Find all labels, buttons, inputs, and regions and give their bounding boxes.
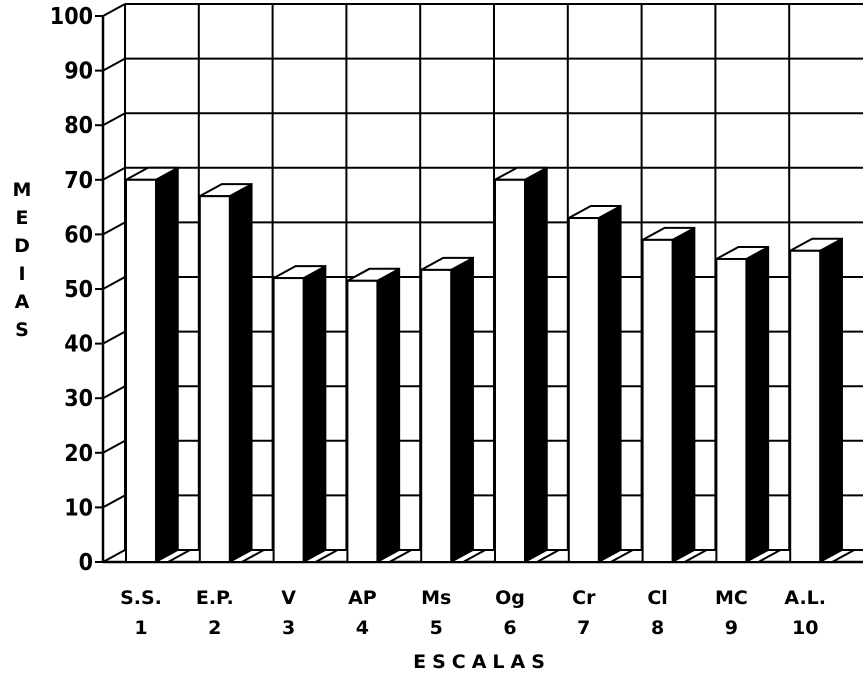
y-tick-label: 50 [64, 277, 93, 303]
bar [125, 166, 179, 564]
bar-front [272, 277, 305, 563]
x-tick-number: 8 [651, 617, 664, 639]
y-tick-label: 10 [64, 495, 93, 521]
gridline-diag [102, 494, 126, 509]
y-tick-label: 20 [64, 441, 93, 467]
gridline-diag [102, 439, 126, 454]
bar [715, 245, 770, 564]
x-tick-label: Cl [647, 587, 667, 609]
y-axis-label-letter: D [14, 235, 30, 257]
bar-side [302, 264, 327, 564]
gridline-diag [102, 385, 126, 400]
y-tick-label: 0 [79, 550, 93, 576]
gridline-diag [102, 221, 126, 236]
bar [789, 237, 843, 564]
y-tick-label: 60 [64, 222, 93, 248]
y-axis-label-letter: E [16, 207, 29, 229]
y-axis-label-letter: A [15, 291, 30, 313]
gridline-diag [102, 166, 126, 181]
x-tick-label: Ms [421, 587, 451, 609]
y-axis-label-letter: I [18, 263, 25, 285]
y-axis-label-letter: M [13, 179, 32, 201]
x-tick-label: Og [495, 587, 525, 609]
bar [641, 226, 696, 564]
bar-side [671, 226, 696, 564]
bar [272, 264, 327, 564]
bar [567, 204, 622, 564]
bar-front [198, 195, 231, 563]
x-tick-label: A.L. [784, 587, 826, 609]
y-tick-label: 90 [64, 59, 93, 85]
gridline-diag [102, 549, 126, 563]
x-tick-number: 1 [134, 617, 147, 639]
bar-front [641, 238, 674, 564]
x-tick-number: 4 [356, 617, 369, 639]
x-tick-label: MC [715, 587, 748, 609]
bars [125, 166, 843, 564]
bar-side [524, 166, 548, 564]
bar-side [598, 204, 622, 564]
bar [494, 166, 548, 564]
x-tick-number: 10 [792, 617, 818, 639]
bar-front [789, 249, 822, 563]
bar-side [745, 245, 770, 564]
y-axis-label-letter: S [15, 319, 29, 341]
gridline-diag [102, 57, 126, 72]
y-axis-ticks: 0 10 20 30 40 50 60 70 80 90 100 [50, 4, 93, 576]
y-tick-label: 80 [64, 113, 93, 139]
gridline-diag [102, 330, 126, 345]
x-tick-label: V [281, 587, 296, 609]
x-tick-label: S.S. [120, 587, 162, 609]
x-tick-label: Cr [572, 587, 596, 609]
bar-front [420, 268, 453, 563]
x-tick-number: 2 [208, 617, 221, 639]
y-tick-label: 70 [64, 168, 93, 194]
bar [198, 182, 253, 564]
y-tick-label: 40 [64, 332, 93, 358]
x-axis-ticks: S.S. 1 E.P. 2 V 3 AP 4 Ms 5 Og 6 Cr 7 Cl 8 MC 9 A.L. 10 [120, 587, 826, 639]
bar-side [229, 182, 253, 564]
bar [346, 267, 401, 564]
x-tick-number: 7 [577, 617, 590, 639]
bar-front [715, 257, 748, 563]
y-tick-label: 100 [50, 4, 93, 30]
bar-side [376, 267, 401, 564]
bar-front [494, 178, 526, 564]
gridline-diag [102, 3, 126, 17]
x-tick-number: 5 [430, 617, 443, 639]
bar [420, 256, 474, 564]
gridline-diag [102, 276, 126, 290]
x-axis-label: ESCALAS [413, 651, 551, 673]
x-tick-label: E.P. [196, 587, 234, 609]
bar-front [125, 178, 157, 564]
x-tick-number: 3 [282, 617, 295, 639]
bar-front [346, 279, 379, 563]
bar-side [155, 166, 179, 564]
bar-front [567, 217, 600, 564]
bar-side [819, 237, 843, 564]
x-tick-number: 6 [503, 617, 516, 639]
gridline-diag [102, 112, 126, 127]
bar-side [450, 256, 474, 564]
y-tick-label: 30 [64, 386, 93, 412]
x-tick-number: 9 [725, 617, 738, 639]
x-tick-label: AP [348, 587, 377, 609]
